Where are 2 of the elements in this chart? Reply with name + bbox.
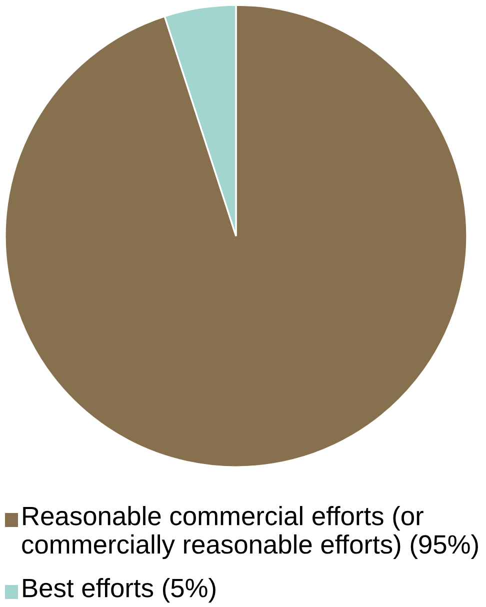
slice-label: Reasonable commercial efforts (or commercially reasonable efforts) (95%) xyxy=(22,506,478,560)
legend-label: Best efforts (5%) xyxy=(23,578,216,603)
